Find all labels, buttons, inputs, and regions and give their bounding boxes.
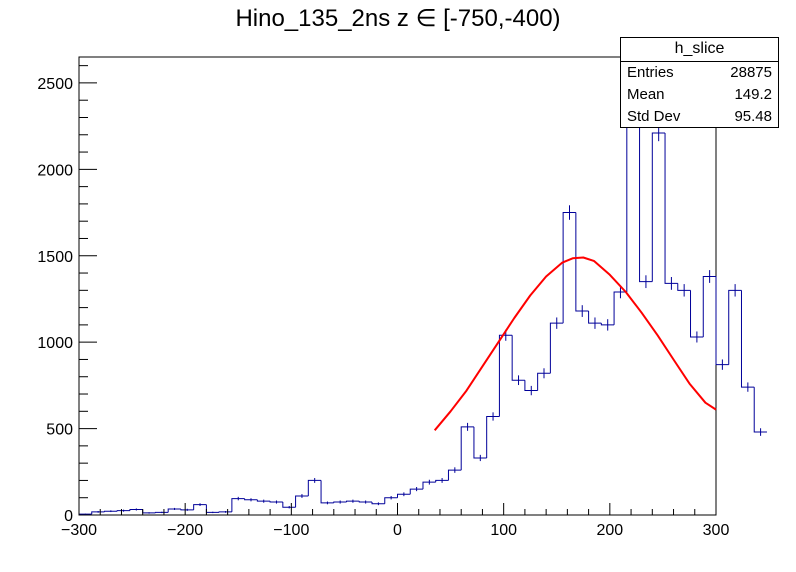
histogram-bin [600,323,615,326]
histogram-bin [753,387,767,433]
axes-layer: −300 −200 −100 0 100 200 300 0 500 1000 1500 2000 25… [37,65,730,539]
histogram-bin [435,479,449,483]
histogram-bin [116,510,130,512]
x-tick-label: −100 [273,522,309,539]
histogram-bin [498,334,513,417]
histogram-bin [473,426,487,459]
histogram-bin [651,132,666,282]
stats-value: 95.48 [734,108,772,125]
histogram-bin [588,311,602,324]
histogram-bin [358,501,373,503]
y-tick-label: 0 [64,508,73,525]
histogram-bin [346,500,360,503]
x-tick-label: −300 [61,522,97,539]
histogram-bin [269,501,283,503]
error-bars-layer [84,79,762,515]
histogram-bin [715,276,729,366]
stats-label: Mean [627,86,665,103]
stats-box: h_slice Entries 28875 Mean 149.2 Std Dev… [620,37,779,128]
histogram-bin [384,497,398,504]
stats-row-mean: Mean 149.2 [621,84,778,106]
histogram-bin [205,504,220,513]
histogram-bin [320,480,334,504]
x-tick-label: 100 [490,522,517,539]
stats-value: 28875 [730,64,772,81]
histogram-bin [397,493,411,498]
histogram-bin [486,415,500,458]
histogram-bin [307,479,322,496]
y-tick-label: 2500 [37,76,73,93]
y-tick-label: 1000 [37,335,73,352]
histogram-bin [180,508,194,511]
histogram-bin [256,499,271,502]
stats-row-entries: Entries 28875 [621,62,778,84]
fit-layer [433,256,717,431]
chart-title: Hino_135_2ns z ∈ [-750,-400) [235,5,561,32]
histogram-bin [193,504,207,510]
histogram-bin [460,426,474,471]
stats-value: 149.2 [734,86,772,103]
x-tick-label: 0 [393,522,402,539]
histogram-bin [409,488,423,495]
histogram-bin [677,283,691,291]
histogram-bin [511,335,525,381]
histogram-bin [422,481,436,490]
y-tick-label: 1500 [37,249,73,266]
histogram-bin [690,290,704,338]
y-tick-label: 500 [46,422,73,439]
histogram-bin [129,508,143,511]
histogram-bin [524,380,538,392]
histogram-bin [167,508,181,513]
histogram-bin [231,498,245,512]
histogram-bin [537,372,551,391]
fit-curve [433,256,717,431]
stats-box-title: h_slice [621,38,778,62]
histogram-bin [244,498,258,501]
x-tick-label: 200 [596,522,623,539]
histogram-bin [575,212,589,312]
histogram-layer [78,87,767,515]
histogram-bin [371,502,385,505]
stats-label: Entries [627,64,674,81]
histogram-bin [740,290,755,388]
histogram-bin [447,469,462,481]
stats-label: Std Dev [627,108,681,125]
y-tick-label: 2000 [37,162,73,179]
histogram-bin [295,495,309,508]
histogram-bin [333,501,347,503]
histogram-bin [562,212,576,324]
histogram-bin [639,88,653,283]
histogram-bin [613,291,627,325]
x-tick-label: 300 [703,522,730,539]
histogram-bin [728,289,742,365]
histogram-bin [103,510,118,512]
histogram-bin [664,133,678,284]
stats-row-stddev: Std Dev 95.48 [621,106,778,128]
histogram-bin [702,275,716,337]
histogram-bin [549,322,564,374]
x-tick-label: −200 [167,522,203,539]
